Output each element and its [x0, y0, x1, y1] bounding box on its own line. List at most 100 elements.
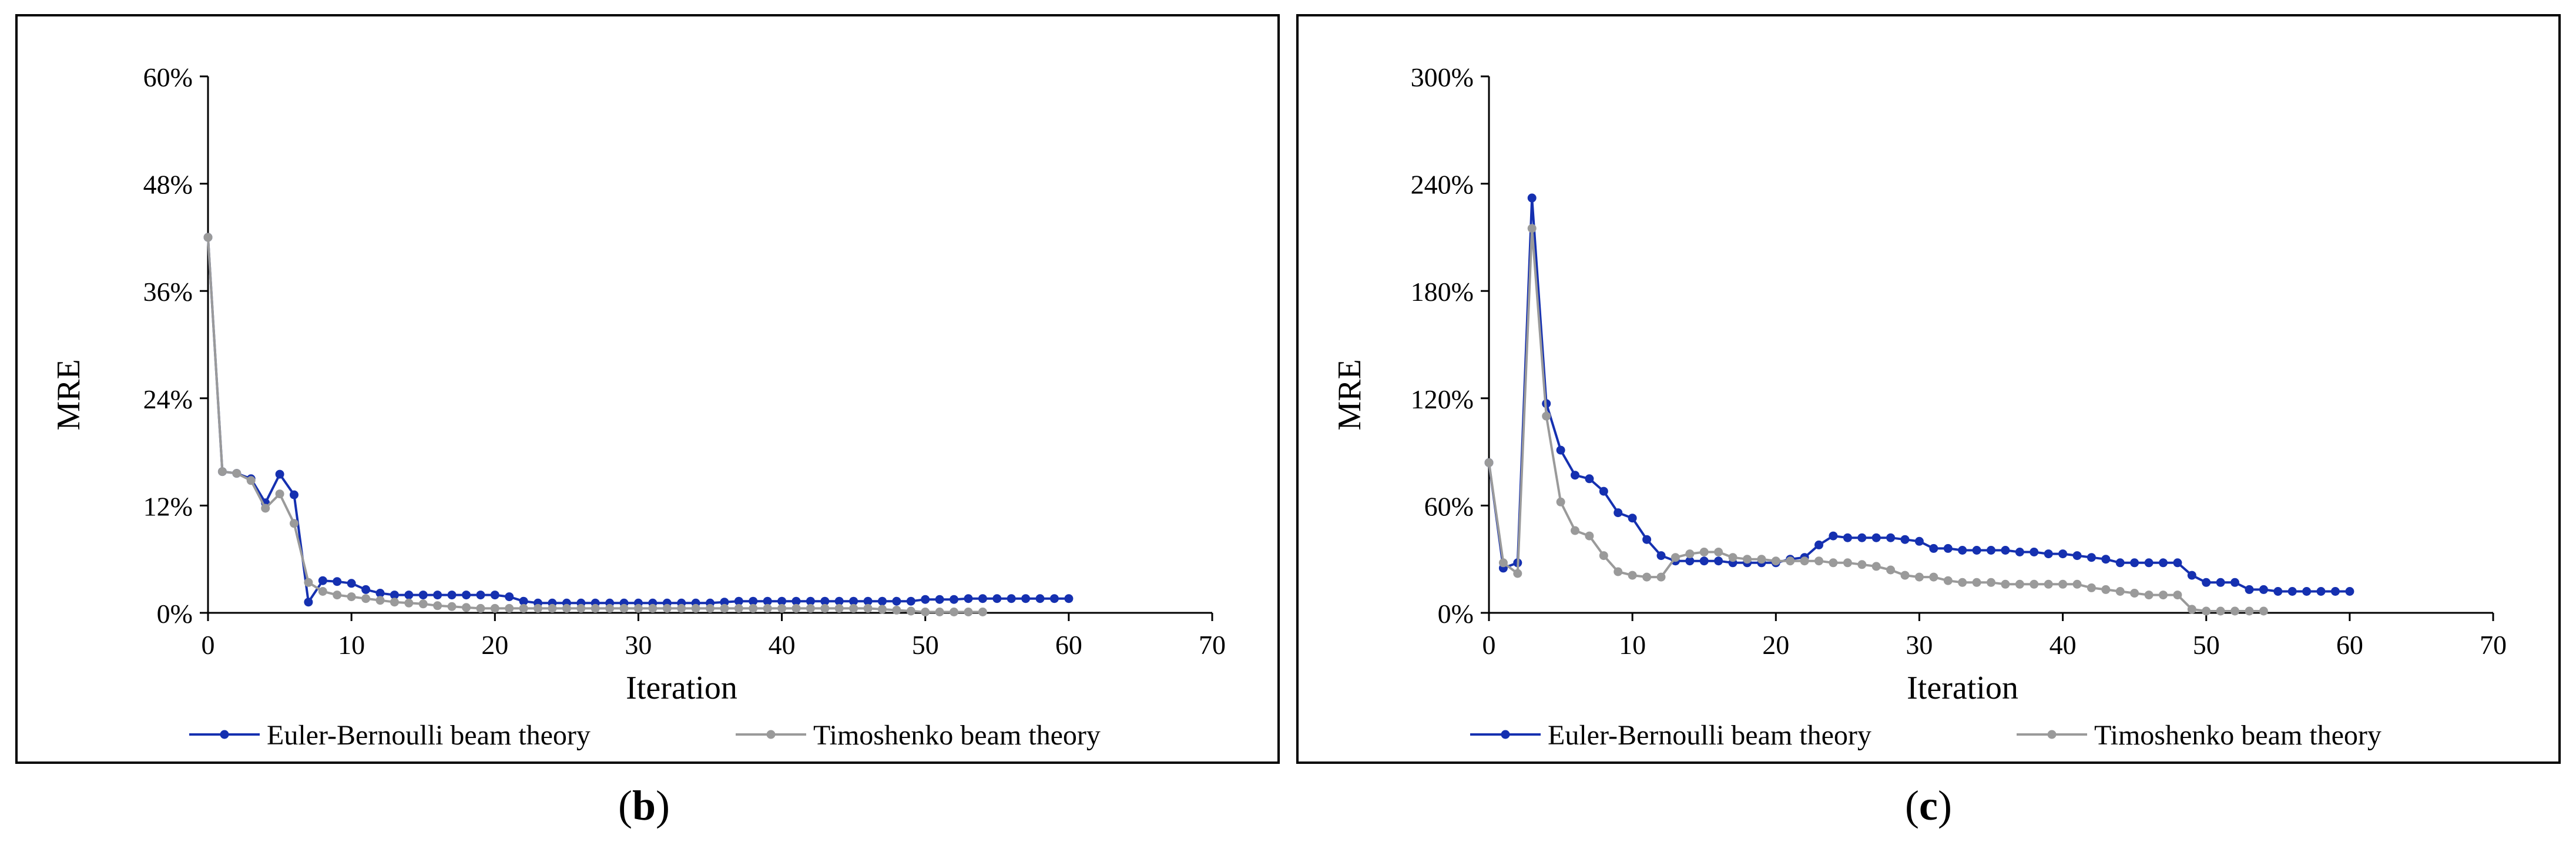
- x-tick-label: 30: [625, 630, 652, 660]
- data-point-euler: [820, 596, 830, 606]
- data-point-euler: [1007, 594, 1016, 603]
- data-point-timo: [1857, 560, 1867, 569]
- data-point-euler: [921, 595, 930, 604]
- data-point-euler: [505, 592, 514, 602]
- data-point-euler: [1714, 556, 1723, 566]
- data-point-timo: [1642, 572, 1652, 582]
- data-point-timo: [2144, 591, 2154, 600]
- data-point-euler: [978, 594, 987, 603]
- x-tick-label: 20: [481, 630, 508, 660]
- data-point-euler: [1929, 544, 1938, 553]
- data-point-timo: [921, 608, 930, 616]
- data-point-euler: [2044, 549, 2053, 559]
- data-point-timo: [1484, 458, 1494, 467]
- data-point-euler: [462, 591, 471, 600]
- chart-panel-c: 0% 60% 120% 180% 240% 300% 0 10 20 30 40 50 60 70 Eul…: [1296, 14, 2561, 829]
- data-point-euler: [2245, 585, 2254, 594]
- data-point-timo: [1987, 578, 1995, 587]
- legend-label-euler: Euler-Bernoulli beam theory: [267, 720, 591, 751]
- data-point-euler: [2187, 571, 2196, 580]
- data-point-timo: [476, 603, 485, 613]
- data-point-timo: [261, 504, 270, 513]
- x-tick-label: 10: [338, 630, 365, 660]
- data-point-timo: [576, 603, 586, 613]
- data-point-euler: [834, 596, 844, 606]
- legend-label-timo: Timoshenko beam theory: [2094, 720, 2382, 751]
- legend-marker-timo: [766, 730, 776, 739]
- data-point-timo: [892, 605, 901, 615]
- data-point-timo: [1498, 558, 1508, 568]
- data-point-euler: [849, 596, 858, 606]
- data-point-euler: [1958, 546, 1967, 555]
- series-line-euler: [207, 237, 1069, 605]
- data-point-timo: [1843, 558, 1852, 568]
- x-axis-label: Iteration: [1907, 670, 2018, 706]
- data-point-euler: [1049, 594, 1059, 603]
- y-tick-label: 120%: [1411, 384, 1474, 414]
- data-point-euler: [1628, 514, 1637, 523]
- data-point-timo: [1786, 556, 1795, 566]
- data-point-euler: [2302, 587, 2312, 596]
- data-point-euler: [935, 595, 944, 604]
- data-point-euler: [361, 585, 371, 594]
- data-point-timo: [2072, 579, 2082, 589]
- data-point-timo: [447, 602, 457, 611]
- data-point-euler: [290, 490, 298, 499]
- data-point-timo: [217, 467, 227, 477]
- y-tick-label: 48%: [143, 170, 193, 200]
- data-point-euler: [720, 598, 729, 607]
- data-point-euler: [777, 596, 787, 606]
- data-point-timo: [1599, 551, 1608, 561]
- data-point-timo: [1656, 572, 1666, 582]
- data-point-timo: [1771, 556, 1780, 566]
- data-point-euler: [1685, 556, 1695, 566]
- data-point-euler: [1943, 544, 1953, 553]
- x-tick-label: 30: [1906, 630, 1933, 660]
- data-point-timo: [246, 476, 256, 485]
- data-point-euler: [2130, 558, 2139, 568]
- data-point-euler: [1527, 193, 1537, 203]
- data-point-timo: [2030, 579, 2039, 589]
- data-point-euler: [2030, 548, 2039, 556]
- series-line-timo: [207, 237, 983, 613]
- data-point-euler: [2072, 551, 2082, 561]
- data-point-euler: [878, 596, 887, 606]
- data-point-euler: [418, 591, 428, 600]
- data-point-timo: [648, 603, 658, 613]
- data-point-timo: [1757, 555, 1766, 564]
- data-point-timo: [375, 596, 385, 605]
- data-point-euler: [2087, 553, 2096, 562]
- data-point-timo: [2259, 606, 2268, 616]
- legend-marker-timo: [2047, 730, 2057, 739]
- x-tick-label: 70: [1199, 630, 1226, 660]
- data-point-timo: [1585, 531, 1594, 541]
- data-point-timo: [505, 603, 514, 613]
- data-point-euler: [906, 596, 915, 606]
- data-point-timo: [333, 591, 342, 600]
- x-tick-label: 0: [202, 630, 215, 660]
- x-tick-label: 70: [2480, 630, 2507, 660]
- y-axis-label: MRE: [51, 359, 87, 430]
- data-point-euler: [806, 596, 815, 606]
- y-axis-label: MRE: [1331, 359, 1368, 430]
- data-point-euler: [2273, 587, 2283, 596]
- data-point-euler: [476, 591, 485, 600]
- data-point-euler: [1614, 508, 1623, 518]
- data-point-timo: [2173, 591, 2182, 600]
- data-point-timo: [490, 603, 499, 613]
- data-point-timo: [548, 603, 557, 613]
- data-point-euler: [1843, 533, 1852, 542]
- data-point-timo: [777, 603, 787, 613]
- data-point-timo: [290, 519, 298, 528]
- data-point-euler: [1556, 445, 1565, 455]
- data-point-euler: [2330, 587, 2340, 596]
- data-point-euler: [1972, 546, 1981, 555]
- data-point-timo: [203, 233, 213, 242]
- panel-label-c: (c): [1905, 782, 1952, 829]
- chart-panel-b: 0% 12% 24% 36% 48% 60% 0 10 20 30 40 50 60 70 Euler-B…: [15, 14, 1280, 829]
- data-point-euler: [2345, 587, 2354, 596]
- data-point-timo: [978, 608, 987, 616]
- data-point-euler: [1871, 533, 1881, 542]
- data-point-timo: [591, 603, 600, 613]
